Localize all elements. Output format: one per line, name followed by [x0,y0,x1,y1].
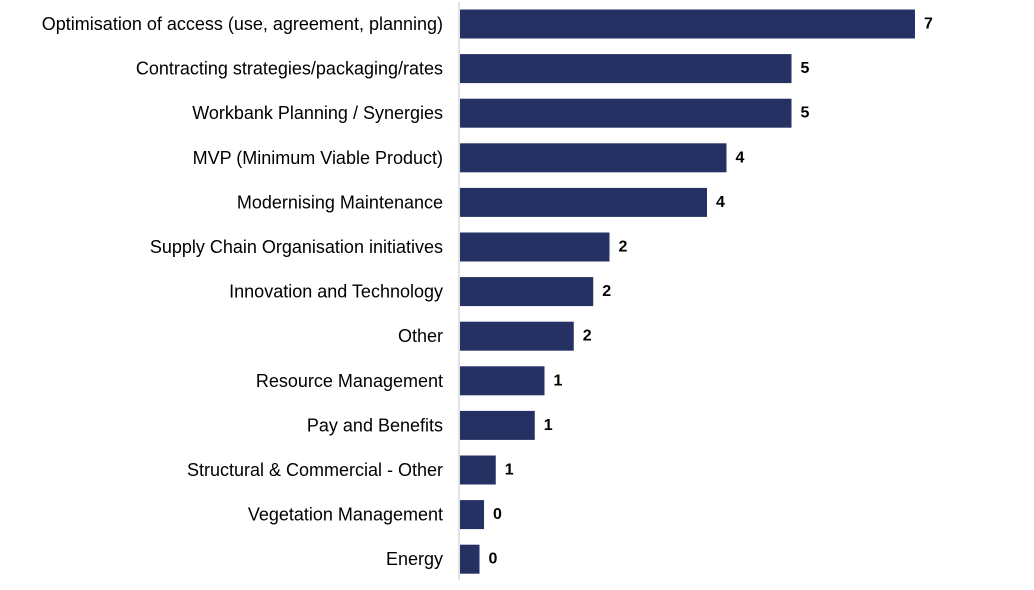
bar [460,321,574,351]
bar [460,143,727,173]
value-label: 4 [716,194,725,211]
value-label: 5 [801,60,810,77]
value-label: 0 [489,551,498,568]
category-label: Vegetation Management [248,505,443,525]
bar [460,410,535,440]
bar [460,544,480,574]
value-label: 1 [554,372,563,389]
bar [460,187,707,217]
value-label: 2 [583,328,592,345]
category-label: Workbank Planning / Synergies [192,103,443,123]
value-label: 0 [493,506,502,523]
bar [460,98,792,128]
category-label: Other [398,326,443,346]
bar [460,455,496,485]
category-label: Contracting strategies/packaging/rates [136,59,443,79]
value-label: 1 [505,462,514,479]
category-label: Optimisation of access (use, agreement, … [42,14,443,34]
category-labels-group: Optimisation of access (use, agreement, … [42,14,443,569]
bar [460,232,610,262]
bar [460,277,594,307]
value-label: 7 [924,16,933,33]
category-label: Resource Management [256,371,443,391]
bar [460,54,792,84]
value-labels-group: 7 5 5 4 4 2 2 2 1 1 1 0 0 [489,16,934,568]
bar [460,366,545,396]
category-label: Supply Chain Organisation initiatives [150,237,443,257]
category-label: Energy [386,549,443,569]
bar [460,500,485,530]
value-label: 2 [602,283,611,300]
value-label: 4 [736,149,745,166]
category-label: Innovation and Technology [229,282,443,302]
value-label: 5 [801,105,810,122]
bars-group [460,9,915,574]
category-label: Structural & Commercial - Other [187,460,443,480]
category-label: MVP (Minimum Viable Product) [193,148,443,168]
category-label: Modernising Maintenance [237,192,443,212]
value-label: 2 [619,239,628,256]
bar [460,9,915,39]
value-label: 1 [544,417,553,434]
category-label: Pay and Benefits [307,415,443,435]
